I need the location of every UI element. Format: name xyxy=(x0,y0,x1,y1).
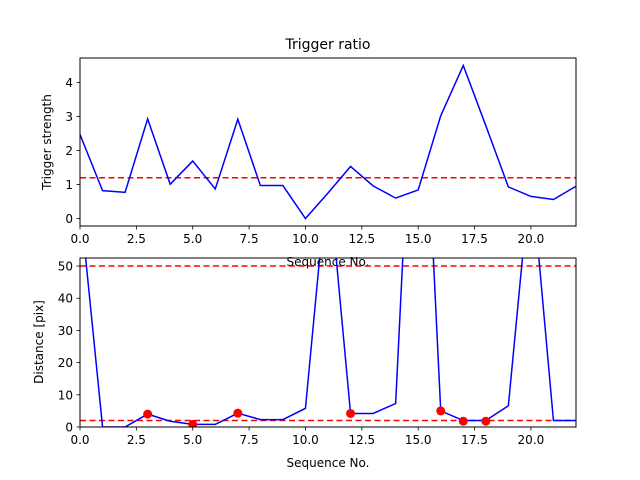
x-axis-label: Sequence No. xyxy=(287,255,370,269)
data-point-marker xyxy=(481,416,491,426)
y-tick-label: 1 xyxy=(65,178,73,192)
series-line xyxy=(80,63,576,220)
x-tick-label: 15.0 xyxy=(405,232,432,246)
plot-area xyxy=(80,258,576,427)
x-axis-label: Sequence No. xyxy=(287,456,370,470)
axis-ticks: 0.0 2.5 5.0 7.5 10.0 12.5 15.0 17.5 20.0 0 1 2 3 4 xyxy=(65,76,544,246)
x-tick-label: 17.5 xyxy=(461,433,488,447)
y-tick-label: 2 xyxy=(65,144,73,158)
y-axis-label: Trigger strength xyxy=(40,94,54,191)
data-point-marker xyxy=(188,419,198,427)
x-tick-label: 10.0 xyxy=(292,232,319,246)
data-point-marker xyxy=(143,409,153,419)
x-tick-label: 20.0 xyxy=(518,232,545,246)
distance-chart: 0.0 2.5 5.0 7.5 10.0 12.5 15.0 17.5 20.0 0 10 20 30 4… xyxy=(32,257,577,470)
x-tick-label: 5.0 xyxy=(183,232,202,246)
axes-frame xyxy=(79,57,577,227)
data-point-marker xyxy=(346,408,356,418)
plot-clip-group xyxy=(80,258,576,427)
x-tick-label: 12.5 xyxy=(348,232,375,246)
axis-ticks: 0.0 2.5 5.0 7.5 10.0 12.5 15.0 17.5 20.0 0 10 20 30 4… xyxy=(58,260,545,447)
axes-frame xyxy=(79,257,577,428)
y-tick-label: 3 xyxy=(65,110,73,124)
x-tick-label: 2.5 xyxy=(127,433,146,447)
x-tick-label: 0.0 xyxy=(70,433,89,447)
x-tick-label: 20.0 xyxy=(518,433,545,447)
plot-clip-group xyxy=(80,63,576,220)
y-tick-label: 0 xyxy=(65,212,73,226)
series-line xyxy=(84,258,576,427)
x-tick-label: 12.5 xyxy=(348,433,375,447)
y-tick-label: 30 xyxy=(58,324,73,338)
x-tick-label: 7.5 xyxy=(240,232,259,246)
x-tick-label: 2.5 xyxy=(127,232,146,246)
y-axis-label: Distance [pix] xyxy=(32,300,46,384)
chart-title: Trigger ratio xyxy=(284,37,370,53)
x-tick-label: 5.0 xyxy=(183,433,202,447)
y-tick-label: 4 xyxy=(65,76,73,90)
y-tick-label: 20 xyxy=(58,356,73,370)
x-tick-label: 7.5 xyxy=(240,433,259,447)
y-tick-label: 50 xyxy=(58,260,73,274)
x-tick-label: 15.0 xyxy=(405,433,432,447)
data-point-marker xyxy=(233,408,243,418)
data-point-marker xyxy=(436,406,446,416)
x-tick-label: 17.5 xyxy=(461,232,488,246)
y-tick-label: 10 xyxy=(58,388,73,402)
data-point-marker xyxy=(458,416,468,426)
y-tick-label: 40 xyxy=(58,292,73,306)
y-tick-label: 0 xyxy=(65,421,73,435)
plot-area xyxy=(80,63,576,220)
x-tick-label: 10.0 xyxy=(292,433,319,447)
x-tick-label: 0.0 xyxy=(70,232,89,246)
